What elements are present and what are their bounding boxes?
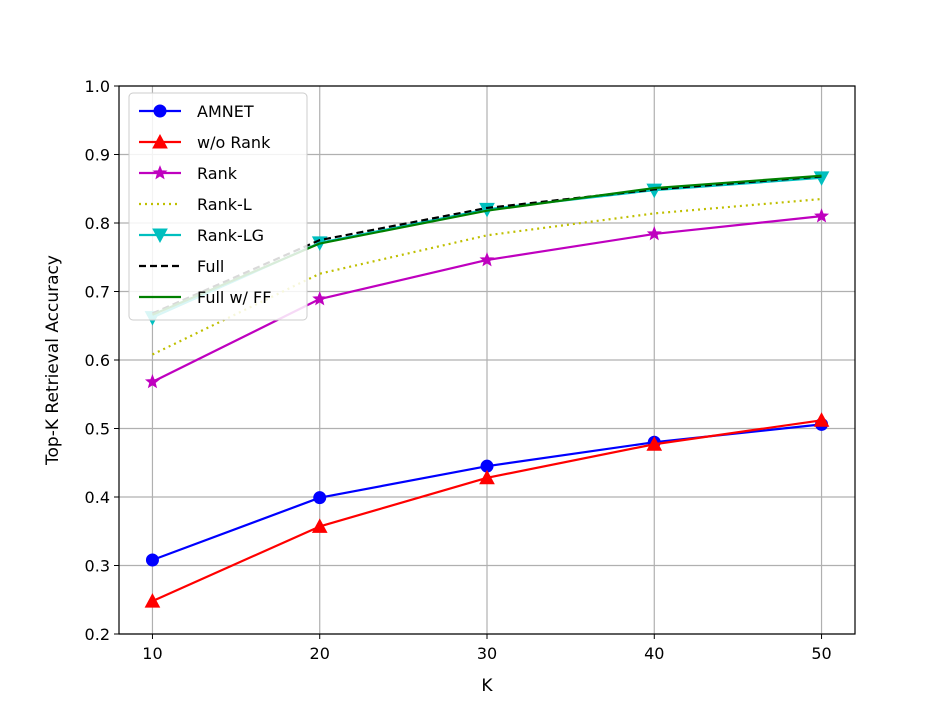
data-point — [646, 226, 662, 241]
data-point — [479, 252, 495, 267]
legend-marker — [152, 133, 168, 149]
legend-entry: Rank — [139, 164, 238, 183]
x-tick-label: 30 — [477, 644, 497, 663]
y-tick-label: 0.3 — [85, 557, 110, 576]
legend-marker — [153, 104, 167, 118]
data-point — [313, 491, 327, 505]
data-point — [479, 469, 495, 485]
legend-marker — [152, 228, 168, 244]
legend-label: AMNET — [197, 102, 254, 121]
x-tick-label: 50 — [811, 644, 831, 663]
data-point — [312, 291, 328, 306]
y-tick-label: 0.6 — [85, 351, 110, 370]
y-tick-label: 0.7 — [85, 283, 110, 302]
data-point — [814, 208, 830, 223]
legend-entry: w/o Rank — [139, 133, 271, 152]
legend-entry: Rank-LG — [139, 226, 264, 245]
legend-label: Rank-LG — [197, 226, 264, 245]
data-point — [311, 518, 328, 533]
legend-label: Rank-L — [197, 195, 252, 214]
legend-label: w/o Rank — [197, 133, 271, 152]
legend-entry: Rank-L — [139, 195, 252, 214]
series-2 — [144, 208, 830, 389]
legend-label: Full w/ FF — [197, 288, 271, 307]
data-point — [145, 553, 159, 567]
legend-label: Rank — [197, 164, 238, 183]
data-point — [144, 593, 161, 608]
legend-entry: Full — [139, 257, 224, 276]
axis-ticks: 0.2 0.3 0.4 0.5 0.6 0.7 0.8 0.9 1.0 10 20 30 40 50 — [85, 77, 832, 663]
y-tick-label: 0.2 — [85, 625, 110, 644]
legend-box — [128, 92, 308, 321]
series-line — [151, 197, 822, 356]
legend: AMNET w/o Rank Rank Rank-L Rank-LG Full Full w… — [128, 92, 308, 321]
y-tick-label: 0.8 — [85, 214, 110, 233]
legend-entry: AMNET — [139, 102, 254, 121]
legend-entry: Full w/ FF — [139, 288, 271, 307]
x-tick-label: 20 — [310, 644, 330, 663]
series-3 — [151, 197, 822, 356]
series-1 — [144, 412, 830, 608]
data-point — [813, 412, 830, 427]
legend-label: Full — [197, 257, 224, 276]
x-tick-label: 40 — [644, 644, 664, 663]
y-tick-label: 1.0 — [85, 77, 110, 96]
y-tick-label: 0.4 — [85, 488, 110, 507]
y-tick-label: 0.5 — [85, 420, 110, 439]
y-tick-label: 0.9 — [85, 146, 110, 165]
data-point — [144, 374, 160, 389]
legend-marker — [152, 165, 168, 180]
plot-frame — [118, 85, 856, 635]
y-axis-label: Top-K Retrieval Accuracy — [43, 255, 63, 466]
data-point — [646, 436, 663, 451]
x-axis-label: K — [481, 676, 493, 696]
x-tick-label: 10 — [142, 644, 162, 663]
